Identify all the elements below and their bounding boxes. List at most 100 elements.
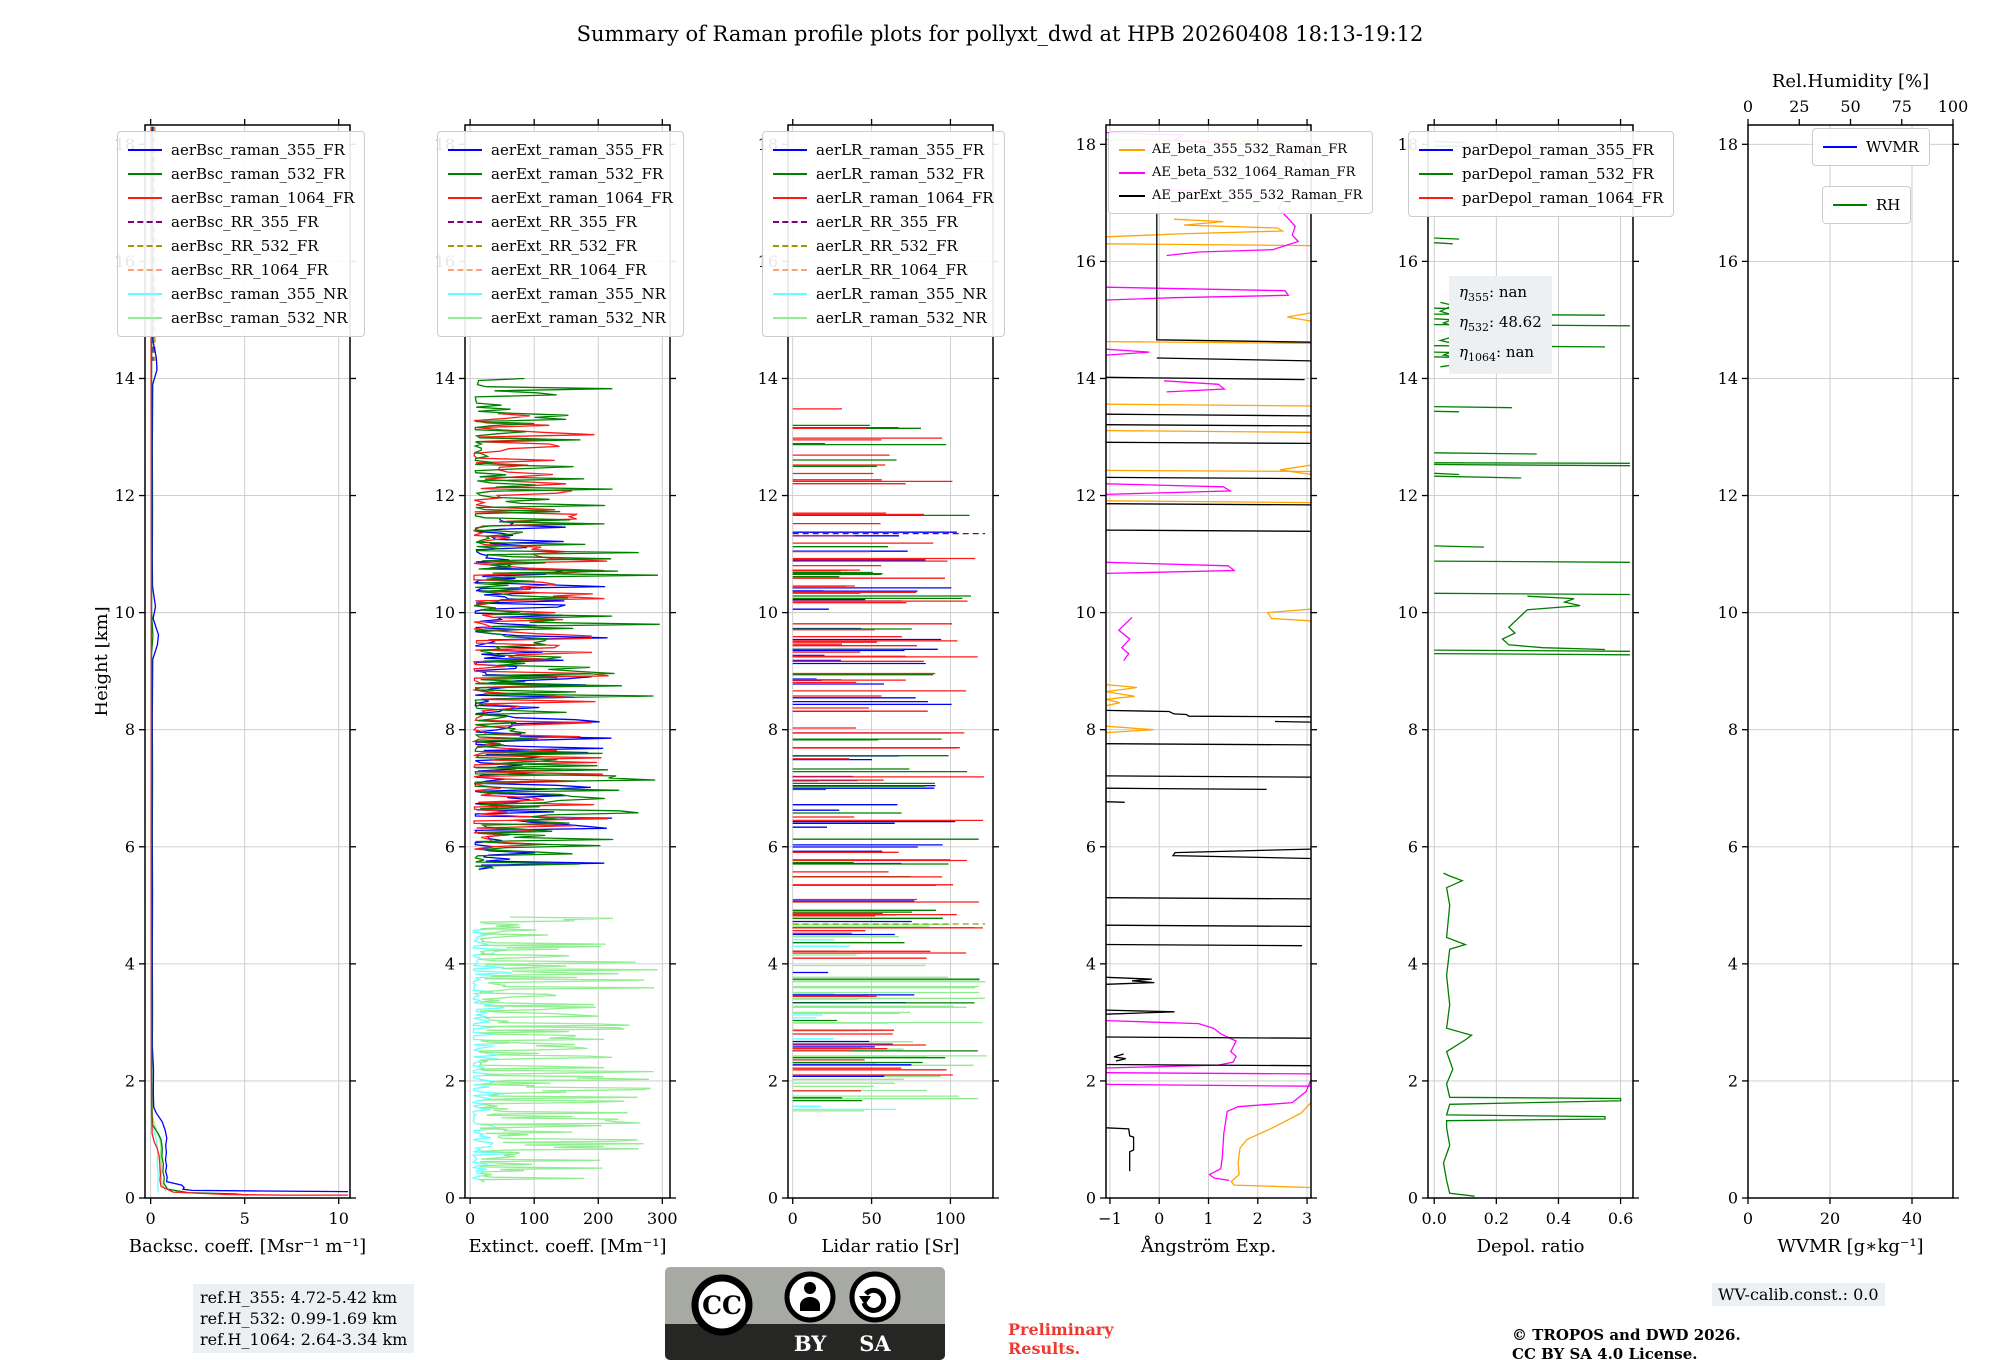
y-tick-label: 10 [1076,603,1096,622]
legend-label: AE_beta_355_532_Raman_FR [1152,142,1348,157]
series-AE_parExt_355_532_Raman_FR [1106,976,1155,985]
x-axis-label: Depol. ratio [1477,1236,1585,1257]
legend-rh: RH [1822,186,1912,224]
legend-label: parDepol_raman_355_FR [1462,141,1654,159]
axes-spines [144,124,351,1199]
copyright-line1: © TROPOS and DWD 2026. [1512,1326,1741,1344]
legend-ae: AE_beta_355_532_Raman_FR AE_beta_532_1064… [1108,131,1374,214]
series-AE_parExt_355_532_Raman_FR [1106,476,1311,480]
y-tick-label: 10 [1718,603,1738,622]
sa-label: SA [859,1331,891,1356]
legend-line-sample [773,269,807,271]
y-tick-label: 8 [1086,720,1096,739]
legend-item: AE_beta_532_1064_Raman_FR [1119,161,1362,184]
y-tick-label: 4 [1408,954,1418,973]
legend-label: aerBsc_raman_532_FR [171,165,345,183]
legend-item: aerLR_RR_532_FR [773,234,994,258]
series-AE_beta_355_532_Raman_FR [1287,312,1311,322]
series-AE_parExt_355_532_Raman_FR [1106,1063,1311,1067]
sa-arrow-head [859,1296,871,1305]
y-tick-label: 16 [1076,252,1096,271]
y-tick-label: 4 [125,954,135,973]
preliminary-results-note: Preliminary Results. [1008,1320,1114,1358]
legend-item: aerLR_raman_532_FR [773,162,994,186]
legend-line-sample [773,245,807,247]
y-tick-label: 10 [115,603,135,622]
legend-item: aerLR_raman_355_FR [773,138,994,162]
y-tick-label: 6 [125,837,135,856]
series-parDepol_raman_532_FR [1434,237,1460,240]
legend-item: aerBsc_raman_355_NR [128,282,354,306]
series-aerBsc_raman_1064_FR [150,126,349,1196]
series-AE_beta_532_1064_Raman_FR [1106,1083,1311,1087]
badge-dark-strip [665,1324,945,1360]
series-AE_parExt_355_532_Raman_FR [1106,924,1311,928]
legend-label: aerExt_RR_355_FR [491,213,637,231]
legend-item: aerBsc_RR_355_FR [128,210,354,234]
series-AE_parExt_355_532_Raman_FR [1171,848,1311,860]
series-parDepol_raman_532_FR [1434,649,1630,652]
legend-item: aerExt_raman_1064_FR [448,186,673,210]
series-aerExt_raman_532_FR [473,377,660,869]
copyright-note: © TROPOS and DWD 2026. CC BY SA 4.0 Lice… [1512,1326,1741,1360]
series-AE_parExt_355_532_Raman_FR [1106,743,1311,746]
eta-annotation: η355: nan η532: 48.62 η1064: nan [1449,276,1552,374]
y-tick-label: 8 [125,720,135,739]
legend-item: aerBsc_raman_355_FR [128,138,354,162]
legend-item: aerExt_RR_355_FR [448,210,673,234]
plot-depol: 0.00.20.40.6024681012141618Depol. ratio [1378,63,1678,1302]
legend-label: aerExt_raman_355_FR [491,141,664,159]
series-AE_parExt_355_532_Raman_FR [1156,211,1311,343]
legend-line-sample [128,173,162,175]
legend-lr: aerLR_raman_355_FR aerLR_raman_532_FR aerL… [762,131,1005,337]
preliminary-line1: Preliminary [1008,1320,1114,1339]
series-aerExt_raman_532_NR [478,916,658,1183]
x-axis-label: Lidar ratio [Sr] [821,1236,959,1257]
top-tick-label: 100 [1938,97,1969,116]
x-tick-label: 100 [935,1209,966,1228]
y-tick-label: 4 [768,954,778,973]
y-tick-label: 4 [1728,954,1738,973]
wv-calib-annotation: WV-calib.const.: 0.0 [1712,1283,1885,1306]
series-parDepol_raman_532_FR [1501,595,1606,651]
series-parDepol_raman_532_FR [1434,452,1537,455]
series-AE_beta_355_532_Raman_FR [1106,500,1311,504]
axes-spines [464,124,671,1199]
series-parDepol_raman_532_FR [1442,872,1622,1197]
x-axis-label: Ångström Exp. [1140,1235,1276,1257]
legend-item: aerLR_raman_355_NR [773,282,994,306]
y-tick-label: 0 [445,1189,455,1208]
y-tick-label: 14 [1718,369,1738,388]
top-tick-label: 25 [1789,97,1809,116]
series-AE_beta_532_1064_Raman_FR [1164,380,1227,393]
axes-spines [1747,124,1954,1199]
series-AE_beta_355_532_Raman_FR [1106,243,1311,247]
series-AE_parExt_355_532_Raman_FR [1106,775,1311,778]
y-tick-label: 6 [768,837,778,856]
y-tick-label: 2 [1408,1071,1418,1090]
legend-label: aerExt_raman_532_FR [491,165,664,183]
x-axis-label: WVMR [g∗kg⁻¹] [1777,1236,1923,1257]
legend-item: aerLR_RR_1064_FR [773,258,994,282]
plot-svg-lr: 050100024681012141618Lidar ratio [Sr] [758,119,999,1257]
series-AE_beta_355_532_Raman_FR [1106,683,1138,707]
series-parDepol_raman_532_FR [1434,410,1460,413]
sa-arrow-icon [849,1271,901,1323]
axes-spines [787,124,994,1199]
legend-line-sample [1833,204,1867,206]
legend-item: parDepol_raman_1064_FR [1419,186,1663,210]
legend-label: aerExt_RR_532_FR [491,237,637,255]
y-tick-label: 6 [445,837,455,856]
x-tick-label: 5 [240,1209,250,1228]
series-AE_parExt_355_532_Raman_FR [1106,1009,1175,1015]
plot-ae: −1 0 1 2 3 0 2 4 6 8 10 12 14 16 18 Ångström Exp. [1056,63,1356,1302]
legend-label: RH [1876,196,1901,214]
ref-h-1064: ref.H_1064: 2.64-3.34 km [200,1330,408,1349]
legend-line-sample [128,197,162,199]
figure-title: Summary of Raman profile plots for polly… [576,22,1424,46]
by-label: BY [794,1331,827,1356]
legend-label: aerLR_raman_532_FR [816,165,985,183]
